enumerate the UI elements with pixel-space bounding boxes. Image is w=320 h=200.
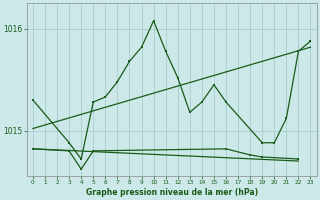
- X-axis label: Graphe pression niveau de la mer (hPa): Graphe pression niveau de la mer (hPa): [86, 188, 258, 197]
